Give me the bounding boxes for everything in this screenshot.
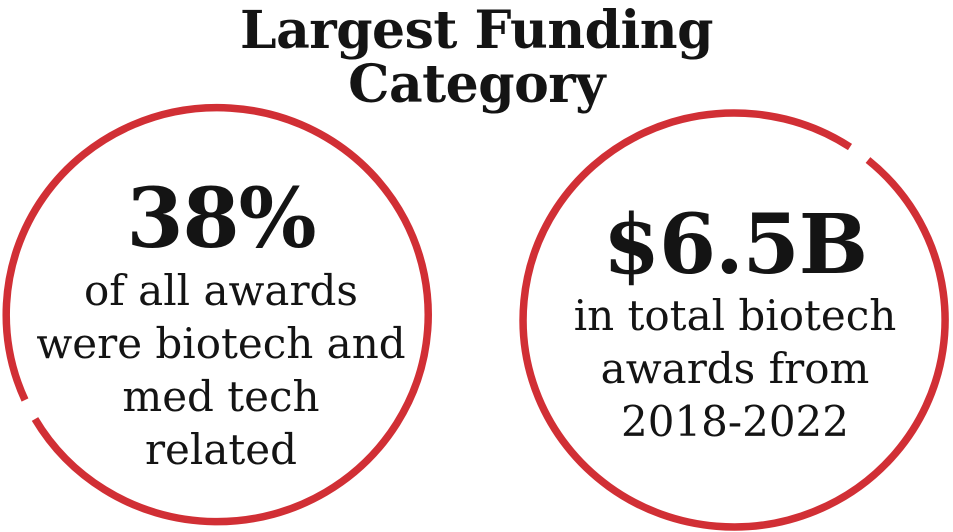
right-stat-description-line-1: in total biotech	[573, 291, 897, 340]
right-stat-value: $6.5B	[602, 197, 868, 293]
page-title: Largest Funding Category	[0, 4, 953, 112]
left-stat-value: 38%	[126, 171, 316, 267]
left-stat-description-line-2: were biotech and	[36, 319, 406, 368]
hand-drawn-circle-right	[519, 109, 949, 531]
page-title-line-1: Largest Funding	[240, 0, 713, 61]
left-stat-description-line-4: related	[144, 425, 298, 474]
right-stat-description: in total biotech awards from 2018-2022	[529, 289, 941, 448]
hand-drawn-circle-left	[2, 103, 432, 526]
page-title-line-2: Category	[348, 54, 605, 115]
right-stat-description-line-2: awards from	[600, 344, 870, 393]
left-stat-circle: 38% of all awards were biotech and med t…	[14, 115, 428, 529]
right-stat-description-line-3: 2018-2022	[621, 397, 849, 446]
left-stat-description-line-3: med tech	[122, 372, 320, 421]
right-stat-circle: $6.5B in total biotech awards from 2018-…	[529, 114, 941, 529]
left-stat-description-line-1: of all awards	[84, 266, 358, 315]
left-stat-description: of all awards were biotech and med tech …	[14, 264, 428, 476]
